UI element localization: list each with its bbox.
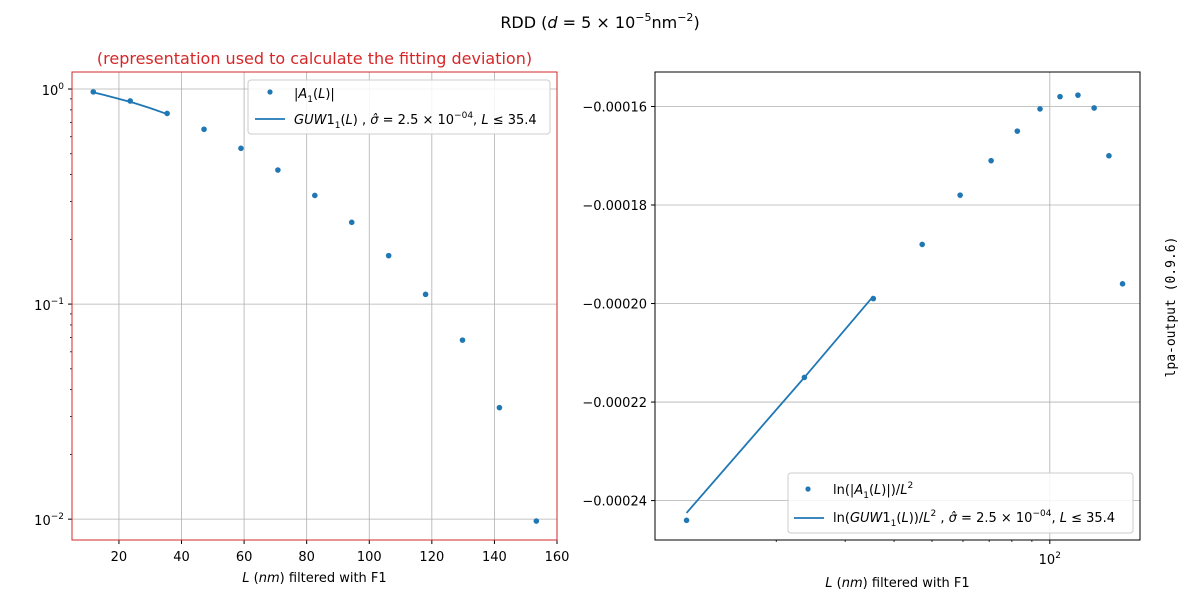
right-data-point <box>1091 105 1097 111</box>
left-legend-label-data: |A1(L)| <box>294 87 335 105</box>
right-legend-label-data: ln(|A1(L)|)/L2 <box>833 481 913 501</box>
right-chart: 102 −0.00024 −0.00022 −0.00020 −0.00018 −0.00… <box>582 71 1141 591</box>
right-ticks: 102 −0.00024 −0.00022 −0.00020 −0.00018 −0.00… <box>582 100 1061 568</box>
left-x-axis-label: L (nm) filtered with F1 <box>242 571 386 586</box>
right-data-point <box>870 295 877 302</box>
right-data-point <box>1014 128 1021 134</box>
left-legend: |A1(L)| GUW11(L) , σ̂ = 2.5 × 10−04, L ≤… <box>247 79 551 135</box>
left-data-point <box>201 126 207 133</box>
left-data-point <box>127 98 133 104</box>
left-data-point <box>459 337 466 343</box>
left-x-tick-label: 120 <box>419 550 444 565</box>
right-data-point <box>1119 281 1126 287</box>
left-x-tick-label: 20 <box>111 550 128 565</box>
left-data-point <box>238 145 244 152</box>
left-legend-label-fit: GUW11(L) , σ̂ = 2.5 × 10−04, L ≤ 35.4 <box>294 111 537 131</box>
right-data-point <box>988 157 994 164</box>
left-plot-marks <box>90 89 540 524</box>
right-y-tick-label: −0.00024 <box>582 495 647 510</box>
left-x-tick-label: 100 <box>357 550 382 565</box>
right-gridlines <box>655 72 1140 540</box>
left-x-tick-label: 140 <box>482 550 507 565</box>
left-x-tick-label: 80 <box>298 550 315 565</box>
right-plot-marks <box>683 92 1126 524</box>
right-data-point <box>919 241 925 248</box>
right-data-point <box>1106 152 1112 159</box>
left-plot-frame <box>71 71 558 541</box>
right-data-point <box>683 517 690 524</box>
right-y-tick-label: −0.00022 <box>582 396 647 411</box>
side-label: lpa-output (0.9.6) <box>1164 237 1179 378</box>
right-data-point <box>957 192 963 198</box>
left-data-point <box>348 219 355 226</box>
left-data-point <box>422 291 429 298</box>
right-data-point <box>801 374 808 381</box>
right-data-point <box>1057 93 1063 100</box>
left-data-point <box>90 89 97 95</box>
left-data-point <box>164 110 170 117</box>
right-legend-marker <box>805 486 811 492</box>
left-data-point <box>533 518 540 524</box>
left-ticks: 20 40 60 80 100 120 140 160 10−2 10−1 100 <box>34 82 569 565</box>
left-data-point <box>275 167 281 173</box>
left-fit-line <box>93 91 168 115</box>
right-data-point <box>1037 106 1043 112</box>
right-legend: ln(|A1(L)|)/L2 ln(GUW11(L))/L2 , σ̂ = 2.… <box>787 472 1134 534</box>
right-x-axis-label: L (nm) filtered with F1 <box>825 576 969 591</box>
left-x-tick-label: 60 <box>236 550 253 565</box>
left-data-point <box>312 192 318 199</box>
right-legend-box <box>787 472 1134 534</box>
left-data-point <box>496 404 503 411</box>
left-data-point <box>385 252 392 259</box>
left-gridlines <box>72 72 558 540</box>
right-data-point <box>1075 92 1081 98</box>
right-plot-frame <box>654 71 1141 541</box>
left-y-tick-label: 10−1 <box>34 297 64 314</box>
left-chart-title: (representation used to calculate the fi… <box>97 49 532 68</box>
right-y-tick-label: −0.00020 <box>582 298 647 313</box>
left-legend-marker <box>267 89 273 95</box>
left-legend-box <box>247 79 551 135</box>
left-y-tick-label: 100 <box>42 82 65 99</box>
right-y-tick-label: −0.00016 <box>582 100 647 115</box>
figure-suptitle: RDD (d = 5 × 10−5nm−2) <box>500 11 699 32</box>
left-x-tick-label: 160 <box>545 550 570 565</box>
right-x-tick-label: 102 <box>1039 551 1061 568</box>
left-y-tick-label: 10−2 <box>34 512 64 529</box>
left-x-tick-label: 40 <box>173 550 190 565</box>
right-y-tick-label: −0.00018 <box>582 199 647 214</box>
left-chart: (representation used to calculate the fi… <box>34 49 569 586</box>
